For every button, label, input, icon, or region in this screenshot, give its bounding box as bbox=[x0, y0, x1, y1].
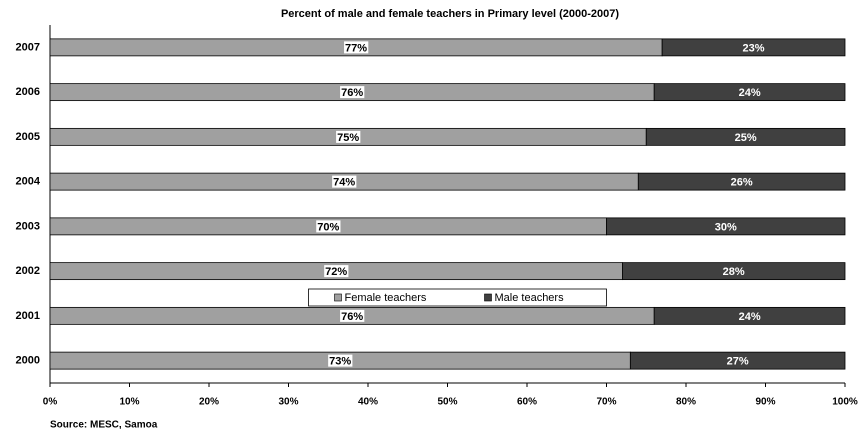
value-label: 72% bbox=[325, 266, 347, 278]
x-tick-label: 20% bbox=[199, 397, 219, 408]
legend-swatch bbox=[484, 293, 492, 302]
value-label: 77% bbox=[345, 42, 367, 54]
y-tick-label: 2000 bbox=[16, 355, 40, 367]
bar-segment bbox=[653, 83, 846, 102]
chart-title: Percent of male and female teachers in P… bbox=[281, 8, 619, 20]
y-tick-label: 2006 bbox=[16, 86, 40, 98]
y-tick-label: 2003 bbox=[16, 220, 40, 232]
x-tick-label: 60% bbox=[517, 397, 537, 408]
label-background bbox=[340, 86, 365, 99]
x-tick-label: 10% bbox=[119, 397, 139, 408]
legend-label: Male teachers bbox=[495, 292, 565, 304]
value-label: 27% bbox=[727, 356, 749, 368]
x-tick-label: 30% bbox=[278, 397, 298, 408]
bar-segment bbox=[653, 306, 846, 325]
x-tick-label: 80% bbox=[676, 397, 696, 408]
legend-label: Female teachers bbox=[345, 292, 427, 304]
value-label: 26% bbox=[731, 177, 753, 189]
source-note: Source: MESC, Samoa bbox=[50, 420, 158, 431]
x-tick-label: 90% bbox=[755, 397, 775, 408]
bar-segment bbox=[606, 217, 846, 236]
label-background bbox=[316, 220, 341, 233]
label-background bbox=[328, 354, 353, 367]
x-tick-label: 40% bbox=[358, 397, 378, 408]
value-label: 25% bbox=[735, 132, 757, 144]
bar-segment bbox=[629, 351, 846, 370]
value-label: 70% bbox=[317, 221, 339, 233]
value-label: 24% bbox=[739, 87, 761, 99]
y-tick-label: 2005 bbox=[16, 131, 40, 143]
x-tick-label: 0% bbox=[43, 397, 58, 408]
value-label: 74% bbox=[333, 177, 355, 189]
value-label: 76% bbox=[341, 311, 363, 323]
label-background bbox=[324, 265, 349, 278]
label-background bbox=[344, 41, 369, 54]
value-label: 76% bbox=[341, 87, 363, 99]
bar-segment bbox=[645, 127, 846, 146]
value-label: 23% bbox=[743, 42, 765, 54]
label-background bbox=[332, 175, 357, 188]
bar-segment bbox=[637, 172, 846, 191]
legend-box bbox=[308, 288, 607, 307]
y-tick-label: 2004 bbox=[16, 176, 41, 188]
x-tick-label: 50% bbox=[437, 397, 457, 408]
value-label: 30% bbox=[715, 221, 737, 233]
label-background bbox=[336, 130, 361, 143]
bar-segment bbox=[622, 262, 846, 281]
value-label: 75% bbox=[337, 132, 359, 144]
bar-segment bbox=[661, 38, 846, 57]
value-label: 28% bbox=[723, 266, 745, 278]
label-background bbox=[340, 309, 365, 322]
value-label: 24% bbox=[739, 311, 761, 323]
legend-swatch bbox=[334, 293, 342, 302]
x-tick-label: 100% bbox=[832, 397, 858, 408]
y-tick-label: 2001 bbox=[16, 310, 40, 322]
y-tick-label: 2002 bbox=[16, 265, 40, 277]
y-tick-label: 2007 bbox=[16, 41, 40, 53]
x-tick-label: 70% bbox=[596, 397, 616, 408]
value-label: 73% bbox=[329, 356, 351, 368]
